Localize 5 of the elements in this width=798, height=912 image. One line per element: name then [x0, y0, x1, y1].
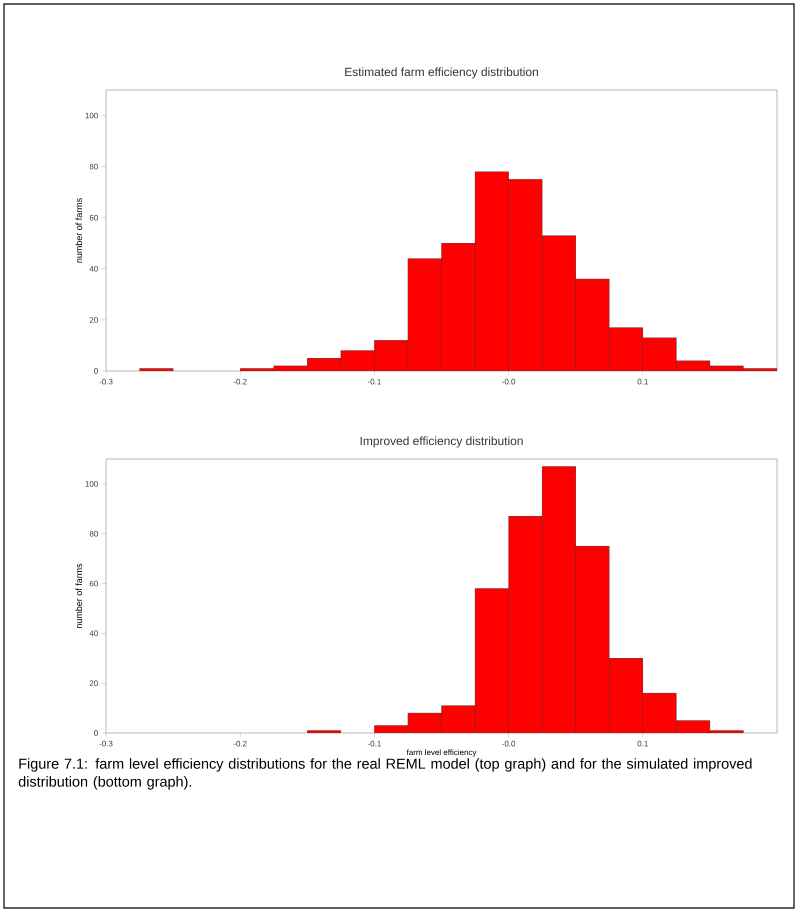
- y-axis-title: number of farms: [76, 198, 82, 263]
- caption: Figure 7.1: farm level efficiency distributions for the real REML model (top graph) and for the simulated improved distribution (bottom graph).: [18, 758, 752, 790]
- chart-title: Estimated farm efficiency distribution: [345, 67, 538, 78]
- y-axis-title: number of farms: [76, 564, 82, 628]
- chart-title: Improved efficiency distribution: [360, 436, 523, 448]
